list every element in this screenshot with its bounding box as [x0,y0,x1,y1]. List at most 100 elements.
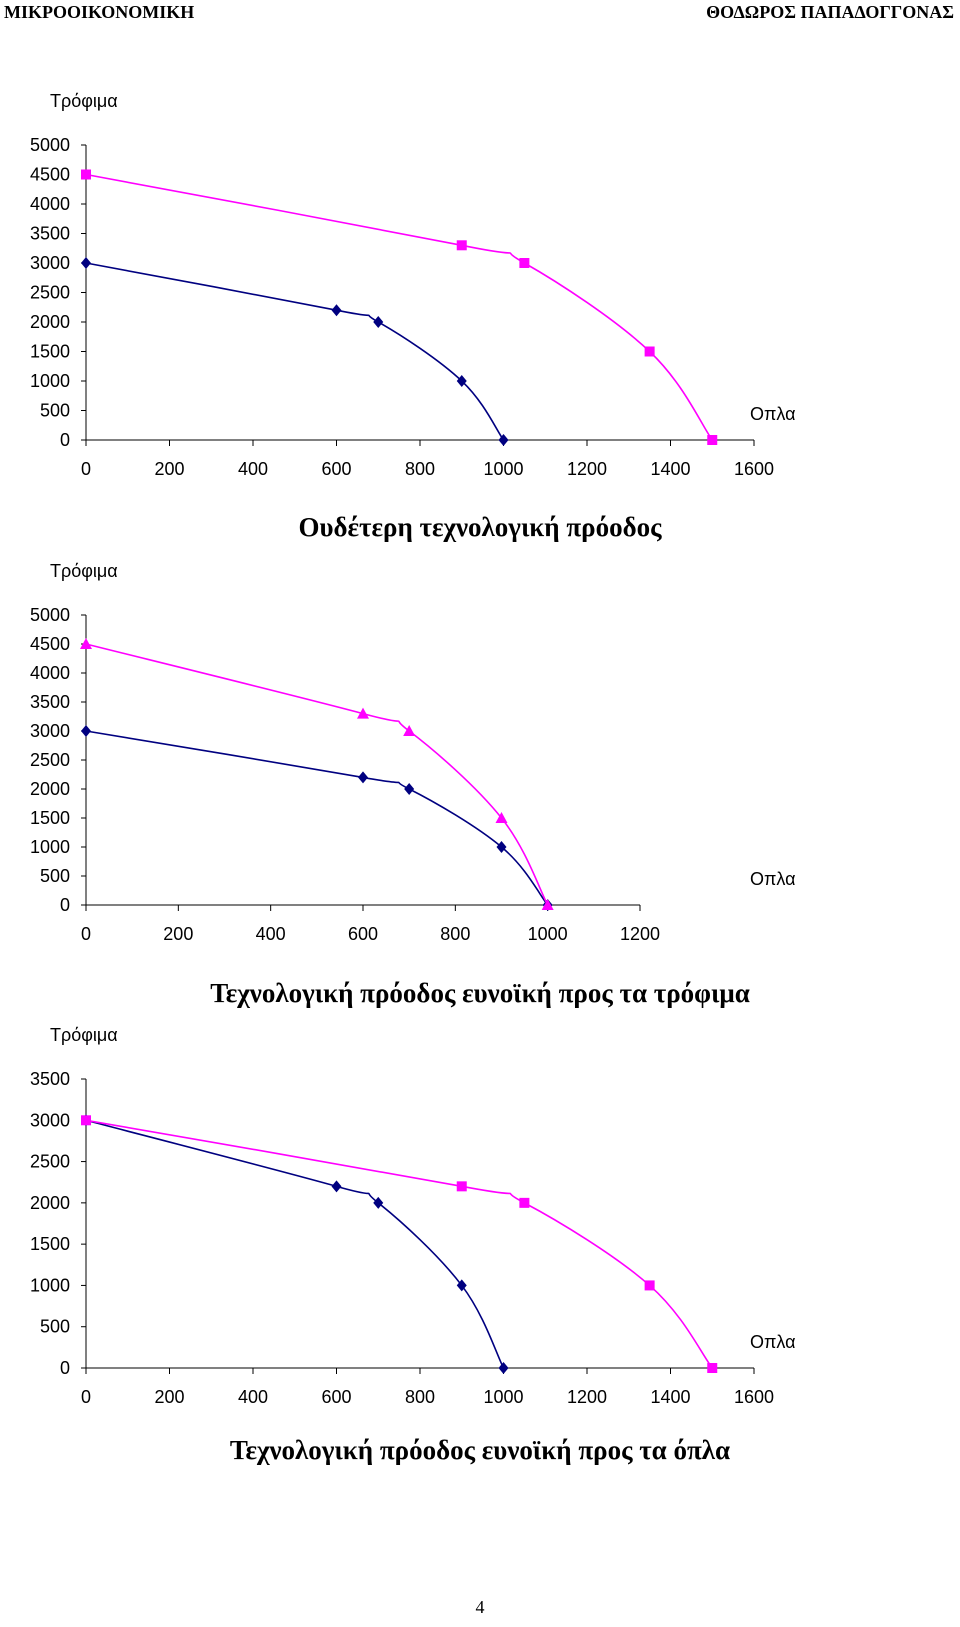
chart-title-neutral-progress: Ουδέτερη τεχνολογική πρόοδος [298,512,662,542]
data-point-square [644,1280,655,1291]
y-tick-label: 0 [60,430,70,450]
series-line [85,173,713,441]
y-tick-label: 3000 [30,1110,70,1130]
data-point-diamond [373,316,384,328]
y-tick-label: 5000 [30,605,70,625]
data-point-diamond [496,841,507,853]
y-tick-label: 1000 [30,1275,70,1295]
data-point-diamond [498,434,509,446]
y-tick-label: 0 [60,895,70,915]
x-tick-label: 1000 [483,459,523,479]
data-point-diamond [373,1196,384,1209]
y-tick-label: 2000 [30,779,70,799]
y-axis-label: Τρόφιμα [50,1025,118,1045]
series-line [85,262,505,441]
x-tick-label: 200 [163,924,193,944]
data-point-square [519,1197,530,1208]
page-header-right: ΘΟΔΩΡΟΣ ΠΑΠΑΔΟΓΓΟΝΑΣ [706,2,954,22]
x-tick-label: 400 [256,924,286,944]
x-tick-label: 600 [321,459,351,479]
data-point-triangle [357,707,369,719]
series-line [85,1119,505,1369]
data-point-square [707,435,718,445]
x-tick-label: 1600 [734,459,774,479]
x-tick-label: 0 [81,1387,91,1407]
data-point-square [707,1363,718,1373]
y-tick-label: 4000 [30,194,70,214]
series-line [85,730,549,906]
y-axis-label: Τρόφιμα [50,561,118,581]
ppf-chart-neutral-progress: Τρόφιμα050010001500200025003000350040004… [30,561,796,944]
y-tick-label: 3000 [30,253,70,273]
data-point-square [519,258,530,268]
page-number: 4 [475,1597,485,1617]
x-axis-label: Οπλα [750,1332,796,1352]
data-point-square [81,1115,91,1126]
y-axis-label: Τρόφιμα [50,91,118,111]
y-tick-label: 1000 [30,371,70,391]
x-tick-label: 400 [238,1387,268,1407]
data-point-triangle [541,899,554,910]
series-line [85,1119,713,1369]
x-tick-label: 0 [81,459,91,479]
data-point-diamond [331,1180,342,1193]
y-tick-label: 0 [60,1358,70,1378]
x-tick-label: 800 [405,459,435,479]
x-tick-label: 200 [154,1387,184,1407]
ppf-chart-initial: Τρόφιμα050010001500200025003000350040004… [30,91,796,479]
y-tick-label: 3500 [30,224,70,244]
y-tick-label: 1500 [30,342,70,362]
x-tick-label: 800 [440,924,470,944]
data-point-square [456,240,467,251]
y-tick-label: 2500 [30,283,70,303]
y-tick-label: 4500 [30,165,70,185]
y-tick-label: 2000 [30,312,70,332]
y-tick-label: 4500 [30,634,70,654]
data-point-diamond [456,375,467,387]
x-axis-label: Οπλα [750,869,796,889]
y-tick-label: 1500 [30,808,70,828]
data-point-diamond [81,725,91,737]
y-tick-label: 500 [40,866,70,886]
chart-title-food-biased-progress: Τεχνολογική πρόοδος ευνοϊκή προς τα τρόφ… [210,978,750,1008]
x-tick-label: 1600 [734,1387,774,1407]
chart-title-weapons-biased-progress: Τεχνολογική πρόοδος ευνοϊκή προς τα όπλα [229,1435,731,1465]
data-point-triangle [495,812,508,823]
data-point-diamond [456,1279,467,1292]
y-tick-label: 3000 [30,721,70,741]
data-point-triangle [80,638,92,649]
data-point-diamond [498,1362,509,1374]
data-point-diamond [404,783,415,795]
x-tick-label: 600 [321,1387,351,1407]
data-point-square [456,1181,467,1192]
x-axis-label: Οπλα [750,404,796,424]
x-tick-label: 1000 [528,924,568,944]
x-tick-label: 0 [81,924,91,944]
x-tick-label: 400 [238,459,268,479]
x-tick-label: 1200 [620,924,660,944]
y-tick-label: 500 [40,401,70,421]
page-header-left: ΜΙΚΡΟΟΙΚΟΝΟΜΙΚΗ [4,2,195,22]
y-tick-label: 2000 [30,1193,70,1213]
y-tick-label: 1000 [30,837,70,857]
data-point-triangle [403,725,416,736]
x-tick-label: 1000 [483,1387,523,1407]
data-point-diamond [358,771,368,784]
y-tick-label: 2500 [30,750,70,770]
data-point-diamond [81,257,91,269]
x-tick-label: 1400 [650,1387,690,1407]
x-tick-label: 1200 [567,1387,607,1407]
y-tick-label: 4000 [30,663,70,683]
y-tick-label: 2500 [30,1152,70,1172]
data-point-square [644,346,655,357]
x-tick-label: 600 [348,924,378,944]
data-point-diamond [331,304,342,317]
y-tick-label: 5000 [30,135,70,155]
y-tick-label: 500 [40,1317,70,1337]
series-line [85,643,549,906]
y-tick-label: 3500 [30,1069,70,1089]
ppf-chart-food-biased-progress: Τρόφιμα 0 500 1000 1500 2000 2500 3000 3500 0 200 4… [30,1025,796,1407]
x-tick-label: 200 [154,459,184,479]
data-point-square [81,169,91,180]
y-tick-label: 1500 [30,1234,70,1254]
